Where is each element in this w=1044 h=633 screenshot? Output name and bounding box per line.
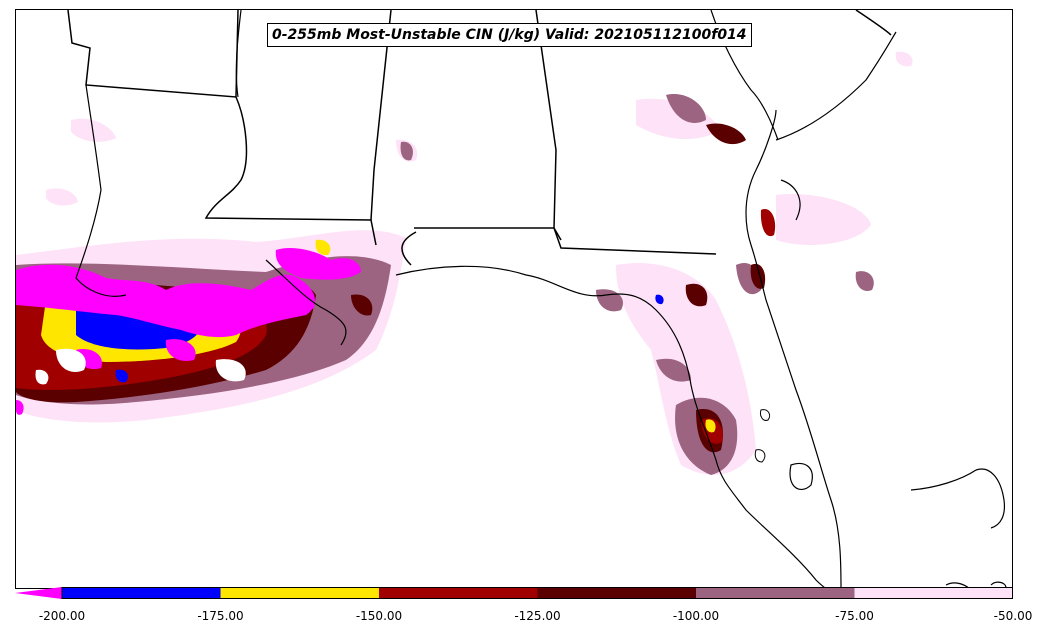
colorbar-bin-4 <box>696 587 855 599</box>
colorbar-tick-label: -125.00 <box>514 609 561 623</box>
colorbar-bin-3 <box>537 587 696 599</box>
cin-holes <box>35 348 246 385</box>
colorbar-tick-label: -175.00 <box>197 609 244 623</box>
map-title: 0-255mb Most-Unstable CIN (J/kg) Valid: … <box>267 23 752 47</box>
colorbar-bin-1 <box>220 587 379 599</box>
colorbar-extend-triangle <box>15 587 62 599</box>
cin-map <box>16 10 1007 588</box>
colorbar-tick-label: -75.00 <box>835 609 874 623</box>
colorbar <box>15 587 1013 599</box>
cin-band-75-50 <box>16 51 913 475</box>
lakes <box>754 409 771 463</box>
colorbar-bin-2 <box>379 587 538 599</box>
colorbar-tick-label: -200.00 <box>38 609 86 623</box>
colorbar-bin-5 <box>854 587 1013 599</box>
colorbar-tick-label: -100.00 <box>672 609 720 623</box>
map-panel: 0-255mb Most-Unstable CIN (J/kg) Valid: … <box>15 9 1013 589</box>
colorbar-tick-label: -150.00 <box>355 609 403 623</box>
colorbar-outline <box>61 587 1013 599</box>
state-borders <box>67 10 892 266</box>
colorbar-bin-0 <box>62 587 221 599</box>
colorbar-tick-label: -50.00 <box>993 609 1033 623</box>
